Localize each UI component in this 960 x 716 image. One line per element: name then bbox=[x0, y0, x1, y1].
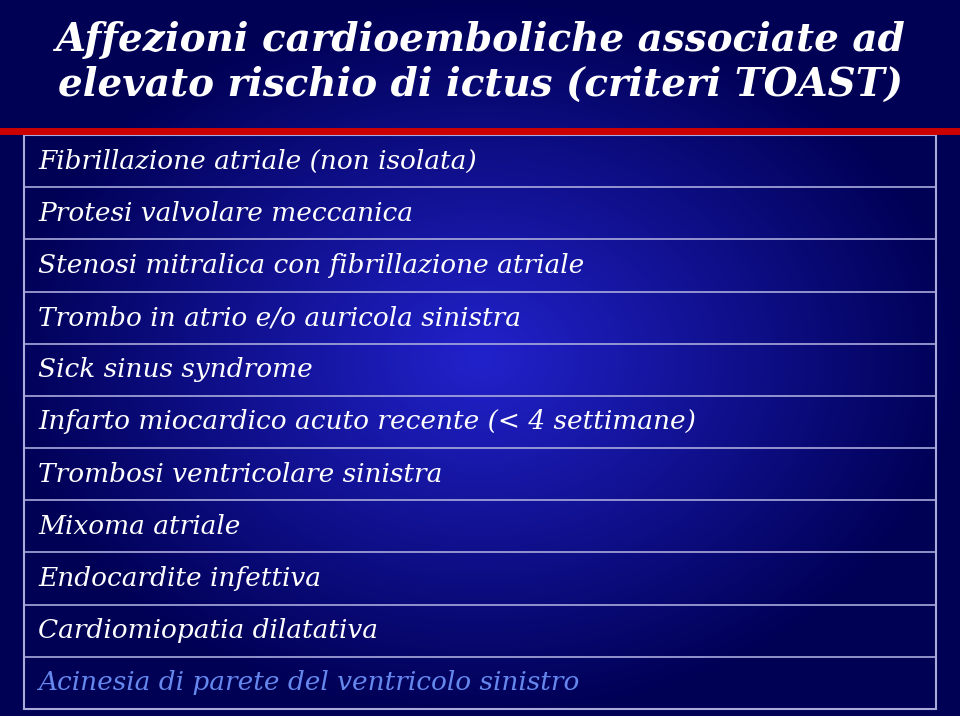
Text: Stenosi mitralica con fibrillazione atriale: Stenosi mitralica con fibrillazione atri… bbox=[38, 253, 585, 278]
Text: Mixoma atriale: Mixoma atriale bbox=[38, 514, 240, 539]
Text: Acinesia di parete del ventricolo sinistro: Acinesia di parete del ventricolo sinist… bbox=[38, 670, 580, 695]
Text: Infarto miocardico acuto recente (< 4 settimane): Infarto miocardico acuto recente (< 4 se… bbox=[38, 410, 696, 435]
Text: Endocardite infettiva: Endocardite infettiva bbox=[38, 566, 321, 591]
Text: Affezioni cardioemboliche associate ad
elevato rischio di ictus (criteri TOAST): Affezioni cardioemboliche associate ad e… bbox=[55, 21, 905, 105]
Text: Cardiomiopatia dilatativa: Cardiomiopatia dilatativa bbox=[38, 618, 378, 643]
Text: Fibrillazione atriale (non isolata): Fibrillazione atriale (non isolata) bbox=[38, 149, 476, 173]
Text: Protesi valvolare meccanica: Protesi valvolare meccanica bbox=[38, 200, 413, 226]
Text: Trombosi ventricolare sinistra: Trombosi ventricolare sinistra bbox=[38, 462, 443, 487]
Text: Trombo in atrio e/o auricola sinistra: Trombo in atrio e/o auricola sinistra bbox=[38, 305, 521, 330]
Text: Sick sinus syndrome: Sick sinus syndrome bbox=[38, 357, 313, 382]
